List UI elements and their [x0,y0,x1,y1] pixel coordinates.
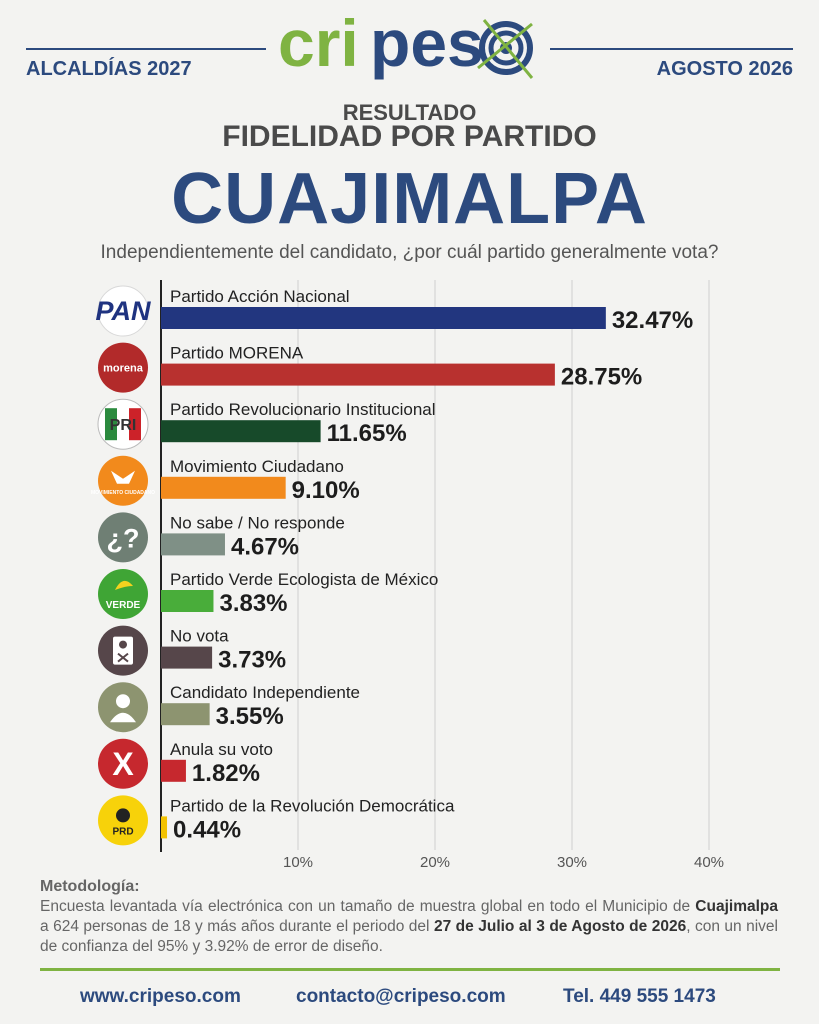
value-label: 1.82% [192,760,260,787]
value-label: 9.10% [292,477,360,504]
x-tick-label: 40% [694,854,724,870]
morena-logo-bg [98,342,148,393]
category-label: Partido MORENA [170,344,304,363]
bar-chart: 10% 20% 30% 40% PAN Partido Acción Nacional 32… [91,280,724,870]
verde-toucan-mark [115,580,133,590]
bar [161,476,286,499]
title-municipality: CUAJIMALPA [171,159,648,239]
pri-logo-text: PRI [110,417,137,434]
value-label: 3.83% [219,590,287,617]
prd-logo-text: PRD [112,826,133,837]
verde-logo-bg [98,569,148,619]
bar [161,759,186,782]
header-rule-left [26,48,266,50]
title-resultado: RESULTADO [342,100,477,125]
bar-row: PAN Partido Acción Nacional 32.47% [95,285,693,337]
category-label: Movimiento Ciudadano [170,457,344,476]
prd-sun-mark [116,808,130,823]
bar [161,307,606,329]
methodology-text: Encuesta levantada vía electrónica con u… [40,898,778,955]
value-label: 4.67% [231,533,299,560]
bar [161,816,168,839]
category-label: Partido de la Revolución Democrática [170,796,455,815]
mc-eagle-mark [111,470,135,484]
ballot-paper [113,636,133,665]
bar-row: PRD Partido de la Revolución Democrática0… [98,795,455,846]
pan-logo-text: PAN [95,296,151,326]
category-label: Partido Revolucionario Institucional [170,400,436,419]
target-icon [477,19,534,79]
footer-phone: Tel. 449 555 1473 [563,986,716,1007]
bar [161,590,214,612]
header-right-label: AGOSTO 2026 [656,58,793,80]
value-label: 3.73% [218,647,286,674]
value-label: 28.75% [561,364,642,391]
category-label: Candidato Independiente [170,683,360,702]
methodology-block: Metodología: Encuesta levantada vía elec… [40,877,778,957]
category-label: Partido Verde Ecologista de México [170,570,438,589]
methodology-title: Metodología: [40,878,140,895]
x-mark-icon-bg [98,738,148,789]
bar-row: MOVIMIENTO CIUDADANO Movimiento Ciudadano… [91,455,360,506]
value-label: 0.44% [173,816,241,843]
bar [161,363,555,386]
category-label: No sabe / No responde [170,513,345,532]
bar [161,533,225,556]
bar-row: PRI Partido Revolucionario Institucional1… [97,398,436,450]
bar [161,420,321,443]
x-tick-label: 20% [420,854,450,870]
pri-red-stripe [129,408,141,441]
verde-logo-text: VERDE [106,600,141,611]
category-label: Anula su voto [170,740,273,759]
ballot-head [119,640,127,649]
logo-text-c: cri [278,8,359,80]
footer-website[interactable]: www.cripeso.com [80,986,241,1007]
cripeso-logo: cri pes [278,8,534,80]
x-tick-label: 30% [557,854,587,870]
morena-logo-text: morena [103,363,144,375]
person-head [116,694,130,709]
value-label: 3.55% [216,703,284,730]
x-mark-icon-text: X [112,746,134,782]
header-left-label: ALCALDÍAS 2027 [26,58,192,80]
footer-rule [40,968,780,971]
bar-row: VERDE Partido Verde Ecologista de México3… [98,569,438,619]
bar [161,703,210,726]
survey-question: Independientemente del candidato, ¿por c… [100,242,719,263]
footer-email[interactable]: contacto@cripeso.com [296,986,506,1007]
value-label: 32.47% [612,307,693,334]
title-fidelidad: FIDELIDAD POR PARTIDO [222,120,597,153]
bar-row: morena Partido MORENA 28.75% [98,342,642,393]
header-rule-right [550,48,793,50]
question-icon-text: ¿? [107,523,140,553]
logo-text-pes: pes [370,8,484,80]
pri-green-stripe [105,408,117,441]
value-label: 11.65% [327,420,407,447]
category-label: Partido Acción Nacional [170,287,350,306]
person-body [110,712,136,723]
x-tick-label: 10% [283,854,313,870]
bar [161,646,213,669]
ballot-cross-b [117,652,129,663]
mc-logo-text: MOVIMIENTO CIUDADANO [91,490,155,496]
category-label: No vota [170,627,229,646]
pan-logo-bg [97,285,149,337]
question-icon-bg [98,512,148,563]
